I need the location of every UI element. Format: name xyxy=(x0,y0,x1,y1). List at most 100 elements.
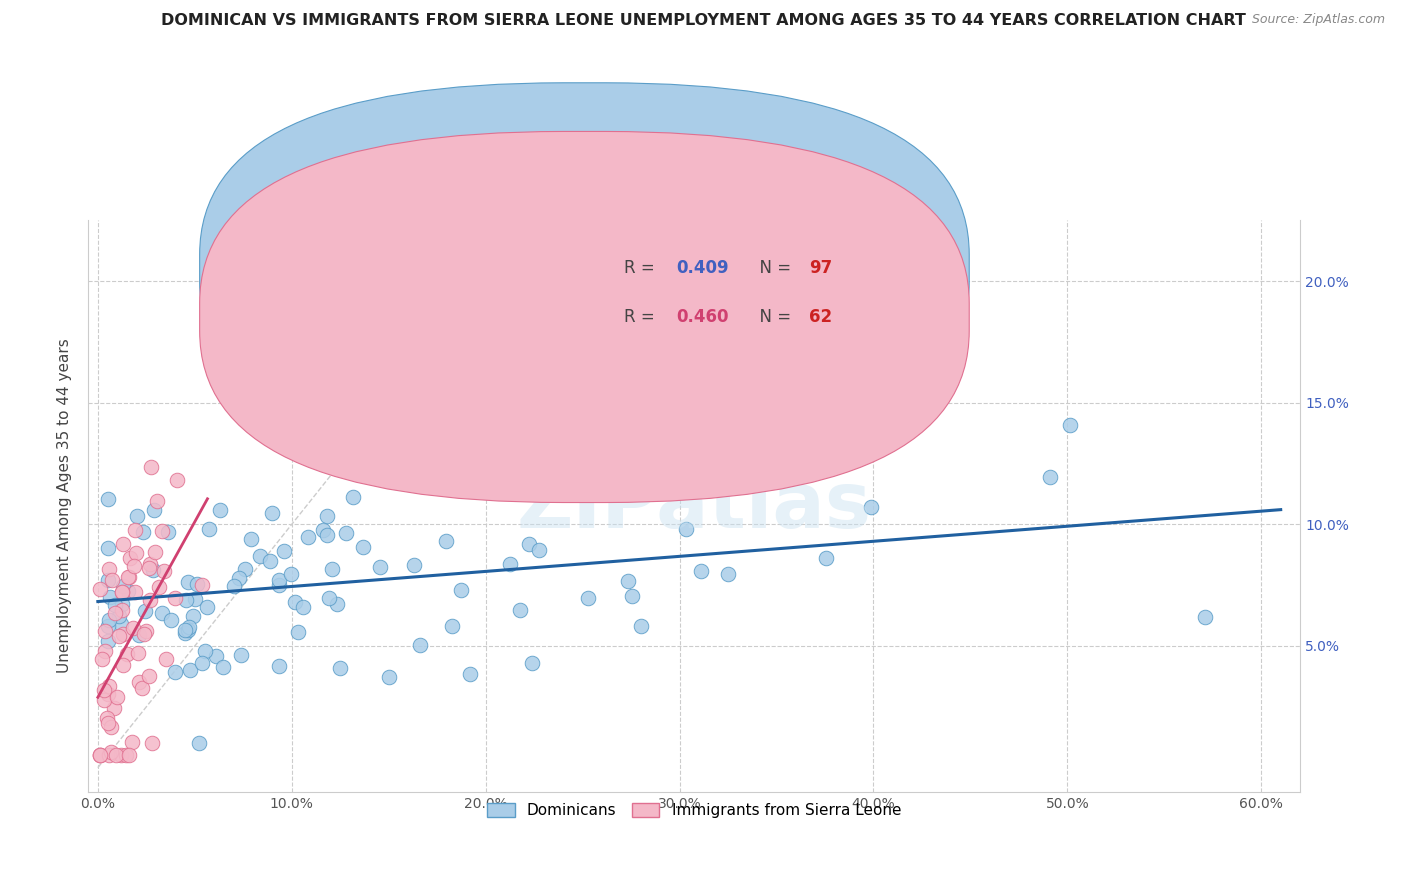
Point xyxy=(97,613,120,627)
Point xyxy=(177,574,200,589)
Point xyxy=(125,509,148,524)
Point xyxy=(112,626,135,640)
Point xyxy=(181,609,204,624)
Point xyxy=(108,629,131,643)
Point xyxy=(179,663,201,677)
Point xyxy=(342,490,364,504)
Point xyxy=(233,562,256,576)
Point xyxy=(326,597,349,611)
Point xyxy=(259,554,281,568)
Point xyxy=(717,566,740,581)
Point xyxy=(316,528,339,542)
Point xyxy=(184,592,207,607)
Point xyxy=(499,558,522,572)
Point xyxy=(93,692,115,706)
Point xyxy=(94,644,117,658)
Point xyxy=(249,549,271,563)
Text: N =: N = xyxy=(748,308,796,326)
Point xyxy=(110,617,132,632)
Text: 0.409: 0.409 xyxy=(676,260,728,277)
Text: Source: ZipAtlas.com: Source: ZipAtlas.com xyxy=(1251,13,1385,27)
Point xyxy=(96,541,118,556)
Point xyxy=(318,591,340,606)
Point xyxy=(859,500,882,514)
Point xyxy=(280,567,302,582)
Point xyxy=(156,525,179,540)
Point xyxy=(100,745,122,759)
Point xyxy=(124,523,146,537)
Point xyxy=(527,543,550,558)
Point xyxy=(118,570,141,584)
Point xyxy=(117,583,139,598)
Point xyxy=(117,570,139,584)
Point xyxy=(97,562,120,576)
Legend: Dominicans, Immigrants from Sierra Leone: Dominicans, Immigrants from Sierra Leone xyxy=(481,797,907,824)
Point xyxy=(97,573,120,587)
Point xyxy=(110,603,132,617)
Point xyxy=(96,491,118,506)
Point xyxy=(284,595,307,609)
Point xyxy=(91,651,114,665)
Text: N =: N = xyxy=(748,260,796,277)
Point xyxy=(153,564,176,578)
Point xyxy=(409,639,432,653)
Point xyxy=(135,624,157,638)
Point xyxy=(142,503,165,517)
Point xyxy=(103,701,125,715)
Point xyxy=(150,524,173,538)
Point xyxy=(97,687,120,701)
Point xyxy=(340,438,363,452)
Point xyxy=(128,628,150,642)
Point xyxy=(287,624,309,639)
Point xyxy=(111,580,134,594)
Point xyxy=(177,624,200,638)
Point xyxy=(97,748,120,763)
Point xyxy=(212,660,235,674)
Point xyxy=(155,652,177,666)
Point xyxy=(146,494,169,508)
Point xyxy=(104,606,127,620)
Point xyxy=(111,657,134,672)
Point xyxy=(267,577,290,591)
Point xyxy=(96,711,118,725)
Point xyxy=(1039,470,1062,484)
Point xyxy=(89,748,111,763)
Point xyxy=(97,716,120,731)
Point xyxy=(191,657,214,671)
Point xyxy=(208,503,231,517)
Y-axis label: Unemployment Among Ages 35 to 44 years: Unemployment Among Ages 35 to 44 years xyxy=(58,339,72,673)
Point xyxy=(97,679,120,693)
FancyBboxPatch shape xyxy=(537,228,924,346)
Point xyxy=(101,573,124,587)
Point xyxy=(125,546,148,560)
Point xyxy=(132,626,155,640)
Point xyxy=(89,582,111,597)
Point xyxy=(103,598,125,612)
Point xyxy=(121,621,143,635)
Point xyxy=(93,683,115,698)
Point xyxy=(174,623,197,637)
Point xyxy=(139,592,162,607)
Point xyxy=(139,558,162,572)
Point xyxy=(138,669,160,683)
Point xyxy=(124,585,146,599)
Point xyxy=(675,522,697,536)
Point xyxy=(177,620,200,634)
Point xyxy=(143,545,166,559)
Point xyxy=(617,574,640,589)
Point xyxy=(378,670,401,684)
Text: 97: 97 xyxy=(810,260,832,277)
Point xyxy=(194,644,217,658)
Point xyxy=(402,558,425,572)
Point xyxy=(292,599,315,614)
Point xyxy=(173,626,195,640)
Point xyxy=(269,573,291,587)
Point xyxy=(166,473,188,487)
Point xyxy=(269,658,291,673)
Point xyxy=(111,585,134,599)
Text: R =: R = xyxy=(624,308,659,326)
Point xyxy=(450,582,472,597)
Point xyxy=(517,537,540,551)
Point xyxy=(132,525,155,540)
Point xyxy=(441,619,464,633)
